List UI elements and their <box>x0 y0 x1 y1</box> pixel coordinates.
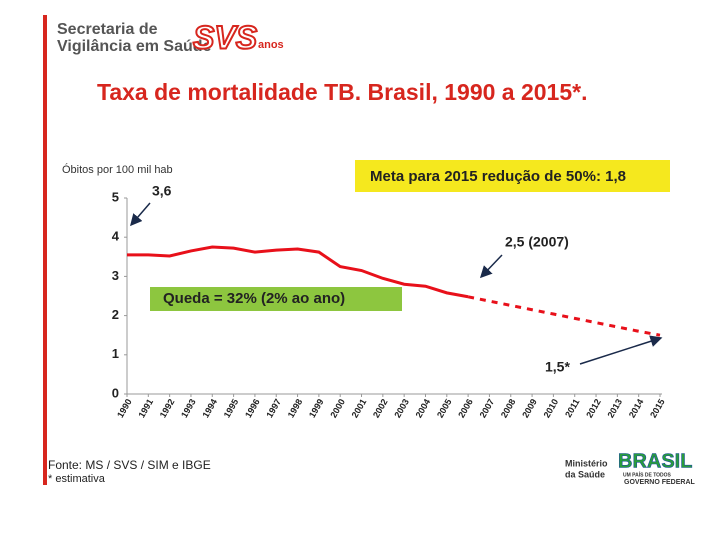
brand-gov: GOVERNO FEDERAL <box>624 479 696 486</box>
x-tick-label: 2015 <box>648 397 667 419</box>
x-tick-label: 1994 <box>200 397 219 419</box>
left-bar <box>43 15 47 485</box>
arrow <box>479 254 503 279</box>
x-tick-label: 2001 <box>350 397 369 419</box>
y-axis-label: Óbitos por 100 mil hab <box>62 163 173 176</box>
y-tick-label: 3 <box>112 268 119 283</box>
arrow <box>130 202 151 227</box>
data-line <box>127 245 469 299</box>
x-tick-label: 2011 <box>563 397 581 419</box>
y-tick-label: 0 <box>112 385 119 400</box>
x-tick-label: 1999 <box>307 397 326 419</box>
y-tick-label: 5 <box>112 189 119 204</box>
x-tick-label: 1998 <box>286 397 305 419</box>
x-tick-label: 2009 <box>520 397 539 419</box>
logo: SVS <box>193 19 258 55</box>
brand: BRASIL <box>618 450 692 472</box>
x-tick-label: 1995 <box>222 397 241 419</box>
callout-box <box>150 287 402 311</box>
x-tick-label: 2007 <box>478 397 497 419</box>
annotation: 3,6 <box>152 183 172 199</box>
x-tick-label: 2000 <box>328 397 347 419</box>
callout: Meta para 2015 redução de 50%: 1,8 <box>370 168 626 185</box>
x-tick-label: 1993 <box>179 397 198 419</box>
ministry: da Saúde <box>565 469 605 479</box>
x-tick-label: 2008 <box>499 397 518 419</box>
y-tick-label: 1 <box>112 346 119 361</box>
source: Fonte: MS / SVS / SIM e IBGE <box>48 458 211 472</box>
x-tick-label: 2002 <box>371 397 390 419</box>
x-tick-label: 2014 <box>627 397 646 419</box>
x-tick-label: 2004 <box>414 397 433 419</box>
callout-box <box>355 160 670 192</box>
data-line <box>467 295 661 337</box>
x-tick-label: 2003 <box>392 397 411 419</box>
arrow <box>579 335 663 365</box>
brand-tagline: UM PAÍS DE TODOS <box>623 470 672 478</box>
x-tick-label: 1990 <box>115 397 134 419</box>
callout: Queda = 32% (2% ao ano) <box>163 290 345 307</box>
x-tick-label: 1996 <box>243 397 262 419</box>
annotation: 2,5 (2007) <box>505 234 569 250</box>
x-tick-label: 2005 <box>435 397 454 419</box>
x-tick-label: 1991 <box>136 397 155 419</box>
note: * estimativa <box>48 473 106 485</box>
x-tick-label: 2012 <box>584 397 603 419</box>
x-tick-label: 2010 <box>542 397 561 419</box>
annotation: 1,5* <box>545 359 570 375</box>
y-tick-label: 4 <box>112 229 120 244</box>
header-line: Secretaria de <box>57 21 158 38</box>
x-tick-label: 1992 <box>158 397 177 419</box>
x-tick-label: 2013 <box>605 397 624 419</box>
x-tick-label: 2006 <box>456 397 475 419</box>
header-line: Vigilância em Saúde <box>57 38 212 55</box>
x-tick-label: 1997 <box>264 397 283 419</box>
chart-title: Taxa de mortalidade TB. Brasil, 1990 a 2… <box>97 79 587 105</box>
ministry: Ministério <box>565 458 608 468</box>
y-tick-label: 2 <box>112 307 119 322</box>
logo-suffix: anos <box>258 39 284 51</box>
